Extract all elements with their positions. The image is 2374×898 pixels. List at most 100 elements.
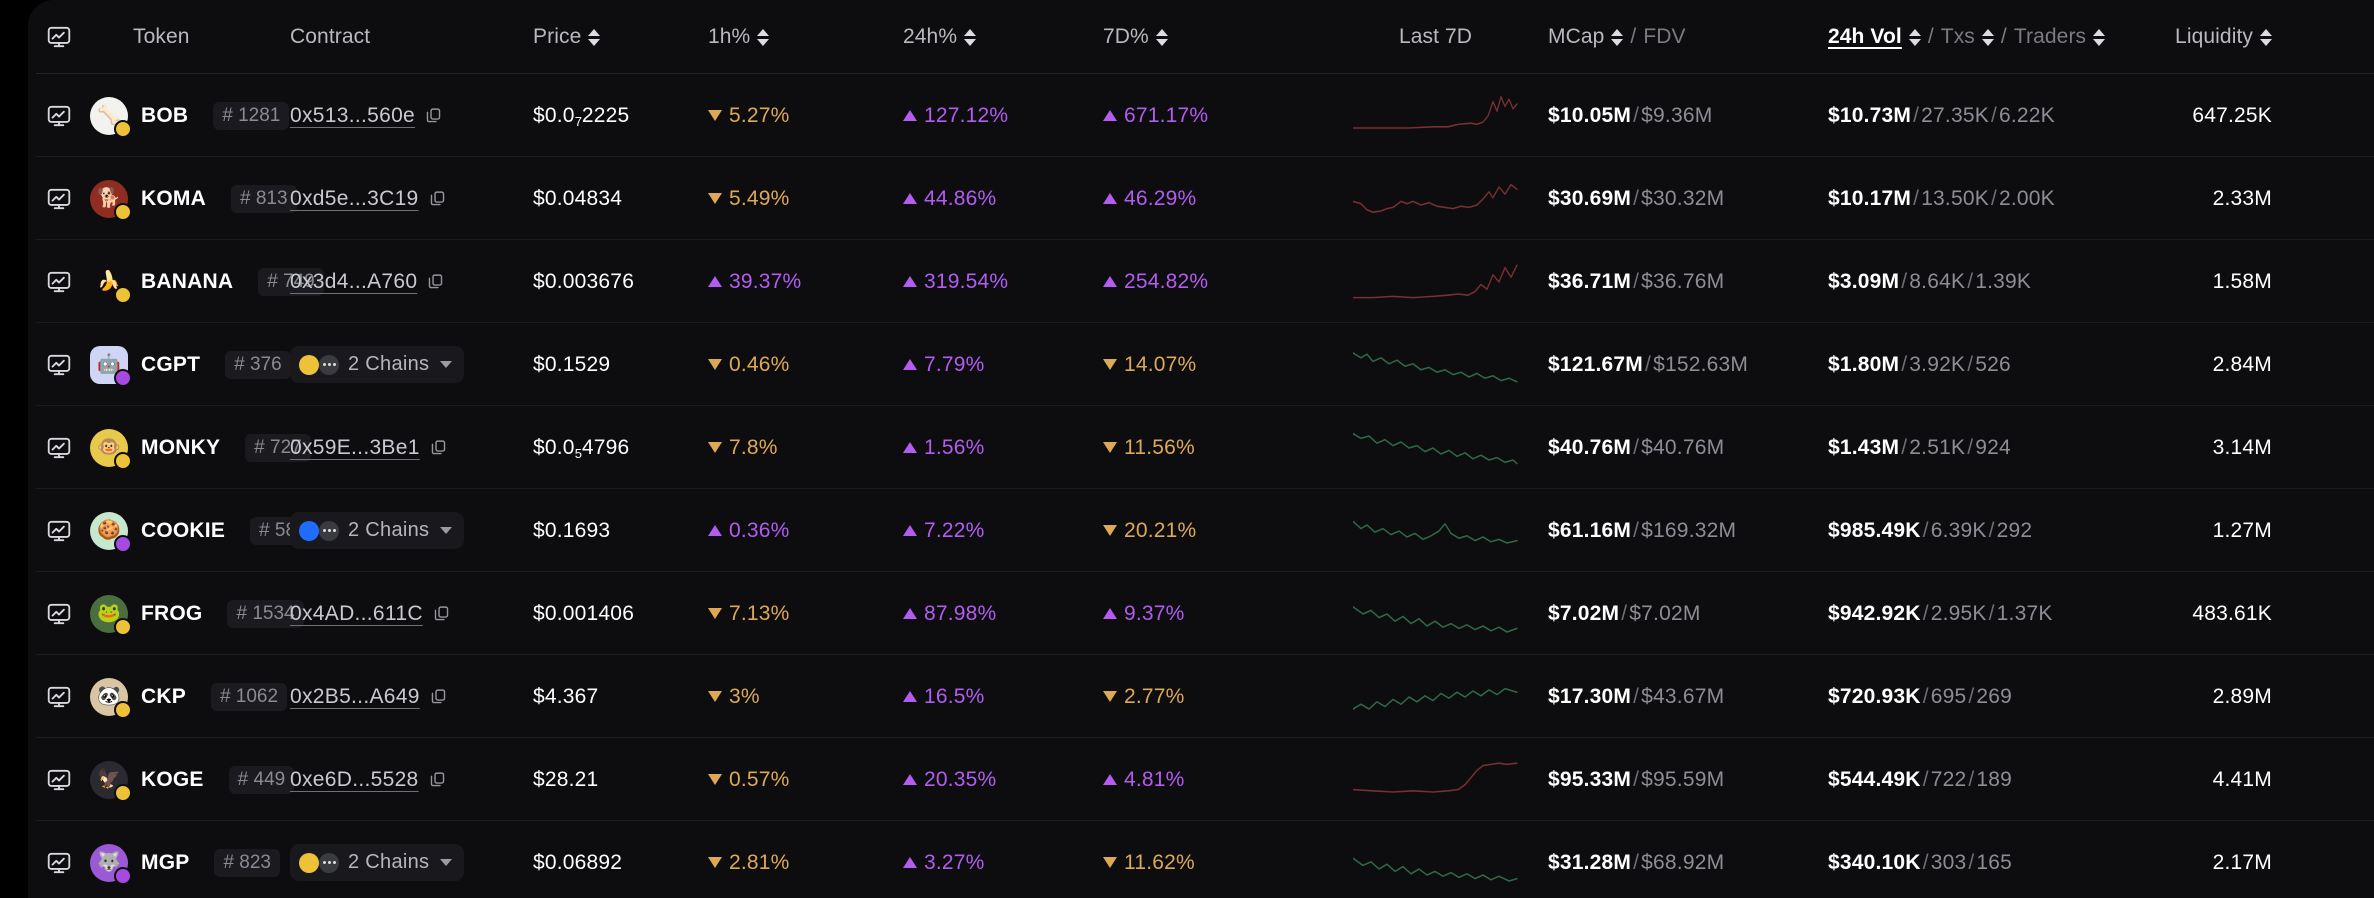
row-watchlist-cell[interactable]: [28, 601, 90, 627]
monitor-chart-icon[interactable]: [46, 518, 72, 544]
header-7d[interactable]: 7D%: [1103, 25, 1323, 49]
monitor-chart-icon[interactable]: [46, 850, 72, 876]
contract-address-text[interactable]: 0x59E...3Be1: [290, 435, 420, 459]
monitor-chart-icon[interactable]: [46, 24, 72, 50]
header-price[interactable]: Price: [533, 25, 708, 49]
table-row[interactable]: 🤖 CGPT # 376 2 Chains $0.1529 0.46% 7.79…: [28, 323, 2374, 406]
contract-address-text[interactable]: 0x3d4...A760: [290, 269, 418, 293]
contract-cell[interactable]: 0xd5e...3C19: [290, 187, 533, 211]
monitor-chart-icon[interactable]: [46, 767, 72, 793]
contract-cell[interactable]: 0x59E...3Be1: [290, 436, 533, 460]
table-row[interactable]: 🐼 CKP # 1062 0x2B5...A649 $4.367 3% 16.5…: [28, 655, 2374, 738]
change-24h: 16.5%: [903, 685, 985, 709]
contract-address-text[interactable]: 0x4AD...611C: [290, 601, 423, 625]
monitor-chart-icon[interactable]: [46, 435, 72, 461]
row-watchlist-cell[interactable]: [28, 518, 90, 544]
header-1h[interactable]: 1h%: [708, 25, 903, 49]
contract-address[interactable]: 0x2B5...A649: [290, 685, 447, 709]
contract-address-text[interactable]: 0x513...560e: [290, 103, 416, 127]
token-cell[interactable]: 🍌 BANANA # 749: [90, 262, 324, 304]
contract-cell[interactable]: 0x3d4...A760: [290, 270, 533, 294]
token-cell[interactable]: 🐼 CKP # 1062: [90, 677, 290, 719]
contract-cell[interactable]: 0x4AD...611C: [290, 602, 533, 626]
sort-1h-icon[interactable]: [757, 28, 770, 46]
contract-cell[interactable]: 0x2B5...A649: [290, 685, 533, 709]
header-liquidity[interactable]: Liquidity: [2128, 25, 2274, 49]
row-watchlist-cell[interactable]: [28, 352, 90, 378]
sort-vol-icon[interactable]: [1908, 28, 1921, 46]
contract-address-text[interactable]: 0x2B5...A649: [290, 684, 420, 708]
row-watchlist-cell[interactable]: [28, 684, 90, 710]
traders-value: 269: [1976, 684, 2013, 708]
chains-dropdown[interactable]: 2 Chains: [290, 512, 465, 549]
triangle-up-icon: [1103, 774, 1117, 785]
table-row[interactable]: 🍪 COOKIE # 584 2 Chains $0.1693 0.36% 7.…: [28, 489, 2374, 572]
change-1h-value: 5.27%: [729, 103, 790, 127]
header-sep-3: /: [2000, 25, 2007, 48]
price-cell: $0.072225: [533, 104, 708, 129]
header-mcap-fdv[interactable]: MCap / FDV: [1548, 25, 1828, 49]
row-watchlist-cell[interactable]: [28, 850, 90, 876]
token-cell[interactable]: 🐕 KOMA # 813: [90, 179, 297, 221]
copy-icon[interactable]: [425, 107, 442, 124]
token-rank-badge: # 1062: [210, 682, 288, 711]
contract-cell[interactable]: 2 Chains: [290, 346, 533, 383]
table-row[interactable]: 🦴 BOB # 1281 0x513...560e $0.072225 5.27…: [28, 74, 2374, 157]
copy-icon[interactable]: [427, 273, 444, 290]
monitor-chart-icon[interactable]: [46, 684, 72, 710]
copy-icon[interactable]: [433, 605, 450, 622]
copy-icon[interactable]: [429, 190, 446, 207]
token-cell[interactable]: 🐵 MONKY # 727: [90, 428, 311, 470]
monitor-chart-icon[interactable]: [46, 601, 72, 627]
contract-address[interactable]: 0x513...560e: [290, 104, 442, 128]
contract-address[interactable]: 0x4AD...611C: [290, 602, 450, 626]
row-watchlist-cell[interactable]: [28, 435, 90, 461]
sort-liquidity-icon[interactable]: [2260, 28, 2272, 46]
chains-dropdown[interactable]: 2 Chains: [290, 844, 465, 881]
contract-address[interactable]: 0xd5e...3C19: [290, 187, 446, 211]
header-vol-txs-traders[interactable]: 24h Vol / Txs / Traders: [1828, 25, 2128, 49]
sort-traders-icon[interactable]: [2093, 28, 2106, 46]
contract-address[interactable]: 0x3d4...A760: [290, 270, 444, 294]
monitor-chart-icon[interactable]: [46, 269, 72, 295]
table-row[interactable]: 🍌 BANANA # 749 0x3d4...A760 $0.003676 39…: [28, 240, 2374, 323]
copy-icon[interactable]: [430, 439, 447, 456]
monitor-chart-icon[interactable]: [46, 352, 72, 378]
contract-address-text[interactable]: 0xe6D...5528: [290, 767, 419, 791]
token-cell[interactable]: 🐺 MGP # 823: [90, 843, 290, 885]
contract-address[interactable]: 0x59E...3Be1: [290, 436, 447, 460]
contract-cell[interactable]: 0xe6D...5528: [290, 768, 533, 792]
header-contract: Contract: [290, 25, 533, 49]
sort-mcap-icon[interactable]: [1611, 28, 1624, 46]
sort-txs-icon[interactable]: [1981, 28, 1994, 46]
copy-icon[interactable]: [429, 771, 446, 788]
copy-icon[interactable]: [430, 688, 447, 705]
contract-address[interactable]: 0xe6D...5528: [290, 768, 446, 792]
contract-cell[interactable]: 2 Chains: [290, 844, 533, 881]
table-row[interactable]: 🦅 KOGE # 449 0xe6D...5528 $28.21 0.57% 2…: [28, 738, 2374, 821]
token-cell[interactable]: 🍪 COOKIE # 584: [90, 511, 316, 553]
token-cell[interactable]: 🦅 KOGE # 449: [90, 760, 295, 802]
sort-7d-icon[interactable]: [1155, 28, 1168, 46]
row-watchlist-cell[interactable]: [28, 767, 90, 793]
table-row[interactable]: 🐕 KOMA # 813 0xd5e...3C19 $0.04834 5.49%…: [28, 157, 2374, 240]
txs-value: 13.50K: [1921, 186, 1989, 210]
table-row[interactable]: 🐵 MONKY # 727 0x59E...3Be1 $0.054796 7.8…: [28, 406, 2374, 489]
row-watchlist-cell[interactable]: [28, 103, 90, 129]
contract-cell[interactable]: 0x513...560e: [290, 104, 533, 128]
token-cell[interactable]: 🐸 FROG # 1534: [90, 594, 304, 636]
sort-24h-icon[interactable]: [964, 28, 977, 46]
table-row[interactable]: 🐸 FROG # 1534 0x4AD...611C $0.001406 7.1…: [28, 572, 2374, 655]
sort-price-icon[interactable]: [588, 28, 601, 46]
monitor-chart-icon[interactable]: [46, 103, 72, 129]
token-cell[interactable]: 🦴 BOB # 1281: [90, 96, 290, 138]
row-watchlist-cell[interactable]: [28, 269, 90, 295]
row-watchlist-cell[interactable]: [28, 186, 90, 212]
contract-cell[interactable]: 2 Chains: [290, 512, 533, 549]
token-cell[interactable]: 🤖 CGPT # 376: [90, 345, 291, 387]
monitor-chart-icon[interactable]: [46, 186, 72, 212]
table-row[interactable]: 🐺 MGP # 823 2 Chains $0.06892 2.81% 3.27…: [28, 821, 2374, 898]
chains-dropdown[interactable]: 2 Chains: [290, 346, 465, 383]
header-24h[interactable]: 24h%: [903, 25, 1103, 49]
contract-address-text[interactable]: 0xd5e...3C19: [290, 186, 419, 210]
